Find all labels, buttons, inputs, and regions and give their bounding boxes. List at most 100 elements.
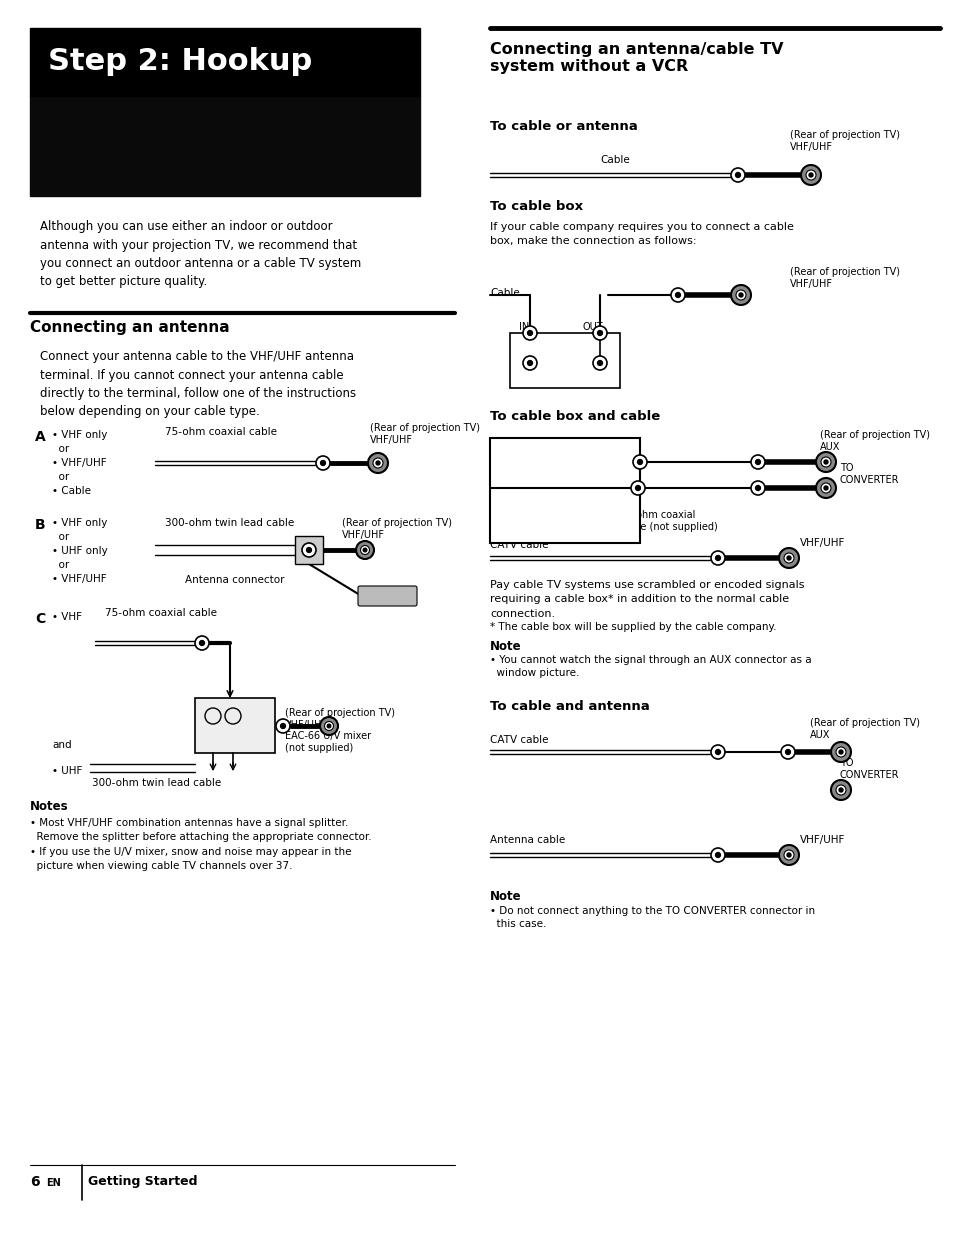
Circle shape: [527, 330, 532, 335]
FancyBboxPatch shape: [357, 586, 416, 605]
Text: and: and: [52, 740, 71, 750]
Text: 300-ohm twin lead cable: 300-ohm twin lead cable: [165, 518, 294, 528]
Circle shape: [750, 481, 764, 494]
Circle shape: [786, 853, 790, 857]
Circle shape: [199, 641, 204, 645]
Circle shape: [597, 360, 601, 365]
FancyBboxPatch shape: [194, 698, 274, 753]
Text: To cable and antenna: To cable and antenna: [490, 700, 649, 713]
Text: • Do not connect anything to the TO CONVERTER connector in
  this case.: • Do not connect anything to the TO CONV…: [490, 906, 814, 930]
Text: OUT: OUT: [582, 322, 603, 332]
Text: • VHF only
  or
• VHF/UHF
  or
• Cable: • VHF only or • VHF/UHF or • Cable: [52, 430, 108, 496]
Circle shape: [368, 453, 388, 473]
Text: 75-ohm coaxial cable: 75-ohm coaxial cable: [105, 608, 216, 618]
Circle shape: [835, 785, 845, 795]
Text: • VHF only
  or
• UHF only
  or
• VHF/UHF: • VHF only or • UHF only or • VHF/UHF: [52, 518, 108, 584]
Circle shape: [815, 453, 835, 472]
Circle shape: [815, 478, 835, 498]
Circle shape: [675, 292, 679, 297]
Circle shape: [522, 326, 537, 340]
Circle shape: [593, 326, 606, 340]
Text: TO
CONVERTER: TO CONVERTER: [840, 464, 899, 485]
Text: To cable box: To cable box: [490, 200, 582, 213]
Text: (Rear of projection TV)
VHF/UHF: (Rear of projection TV) VHF/UHF: [370, 423, 479, 445]
Text: Cable: Cable: [490, 289, 519, 298]
Circle shape: [750, 455, 764, 469]
Text: VHF/UHF: VHF/UHF: [800, 538, 844, 547]
Circle shape: [808, 173, 812, 178]
Text: Although you can use either an indoor or outdoor
antenna with your projection TV: Although you can use either an indoor or…: [40, 219, 361, 289]
FancyBboxPatch shape: [30, 28, 419, 96]
Text: VHF/UHF: VHF/UHF: [800, 835, 844, 845]
Text: Notes: Notes: [30, 800, 69, 813]
Text: CATV cable: CATV cable: [490, 540, 548, 550]
Text: (Rear of projection TV)
AUX: (Rear of projection TV) AUX: [820, 430, 929, 451]
Circle shape: [779, 845, 799, 866]
Text: 300-ohm twin lead cable: 300-ohm twin lead cable: [91, 778, 221, 788]
Circle shape: [637, 460, 641, 465]
Text: 75-ohm coaxial cable: 75-ohm coaxial cable: [165, 427, 276, 436]
Circle shape: [194, 636, 209, 650]
FancyBboxPatch shape: [294, 536, 323, 563]
Circle shape: [735, 290, 745, 300]
Circle shape: [593, 356, 606, 370]
Text: IN: IN: [518, 322, 529, 332]
Circle shape: [633, 455, 646, 469]
Text: EN: EN: [46, 1178, 61, 1189]
Text: EAC-66 U/V mixer
(not supplied): EAC-66 U/V mixer (not supplied): [285, 731, 371, 752]
Circle shape: [735, 173, 740, 178]
Text: • VHF: • VHF: [52, 612, 82, 621]
Text: Note: Note: [490, 890, 521, 903]
Circle shape: [830, 742, 850, 762]
Text: Cable box: Cable box: [526, 379, 578, 388]
Circle shape: [522, 356, 537, 370]
Text: TO
CONVERTER: TO CONVERTER: [840, 758, 899, 779]
Text: Antenna connector: Antenna connector: [185, 575, 284, 584]
Circle shape: [597, 330, 601, 335]
Circle shape: [363, 549, 366, 552]
Text: Connect your antenna cable to the VHF/UHF antenna
terminal. If you cannot connec: Connect your antenna cable to the VHF/UH…: [40, 350, 355, 418]
Text: Connecting an antenna/cable TV
system without a VCR: Connecting an antenna/cable TV system wi…: [490, 42, 782, 74]
Text: If your cable company requires you to connect a cable
box, make the connection a: If your cable company requires you to co…: [490, 222, 793, 247]
Text: Antenna cable: Antenna cable: [490, 835, 565, 845]
Text: (Rear of projection TV)
VHF/UHF: (Rear of projection TV) VHF/UHF: [789, 268, 899, 289]
Circle shape: [805, 170, 815, 180]
Circle shape: [710, 745, 724, 760]
Circle shape: [715, 556, 720, 561]
Text: CATV cable: CATV cable: [490, 735, 548, 745]
Circle shape: [821, 457, 830, 467]
Circle shape: [715, 750, 720, 755]
Circle shape: [779, 547, 799, 568]
Text: Cable: Cable: [599, 155, 629, 165]
Circle shape: [280, 724, 285, 729]
Text: Connecting an antenna: Connecting an antenna: [30, 321, 230, 335]
Circle shape: [739, 293, 742, 297]
Text: (Rear of projection TV)
VHF/UHF: (Rear of projection TV) VHF/UHF: [285, 708, 395, 730]
Circle shape: [373, 457, 382, 469]
Text: • Most VHF/UHF combination antennas have a signal splitter.
  Remove the splitte: • Most VHF/UHF combination antennas have…: [30, 817, 372, 872]
Circle shape: [755, 460, 760, 465]
Circle shape: [320, 461, 325, 465]
Text: Note: Note: [490, 640, 521, 653]
Circle shape: [783, 552, 793, 563]
Circle shape: [783, 850, 793, 859]
Text: 6: 6: [30, 1175, 40, 1189]
Text: Getting Started: Getting Started: [88, 1175, 197, 1189]
Circle shape: [355, 541, 374, 559]
Circle shape: [319, 718, 337, 735]
Text: * The cable box will be supplied by the cable company.: * The cable box will be supplied by the …: [490, 621, 776, 633]
Text: To cable or antenna: To cable or antenna: [490, 120, 638, 133]
Text: (Rear of projection TV)
VHF/UHF: (Rear of projection TV) VHF/UHF: [789, 129, 899, 152]
Circle shape: [360, 545, 369, 555]
Text: • UHF: • UHF: [52, 766, 82, 776]
Text: A: A: [35, 430, 46, 444]
Text: C: C: [35, 612, 45, 626]
Circle shape: [823, 486, 827, 490]
Text: To cable box and cable: To cable box and cable: [490, 411, 659, 423]
Circle shape: [730, 285, 750, 305]
Circle shape: [821, 483, 830, 493]
Circle shape: [838, 750, 842, 755]
Text: 75-ohm coaxial
cable (not supplied): 75-ohm coaxial cable (not supplied): [619, 510, 717, 531]
FancyBboxPatch shape: [490, 438, 639, 543]
FancyBboxPatch shape: [30, 96, 419, 196]
